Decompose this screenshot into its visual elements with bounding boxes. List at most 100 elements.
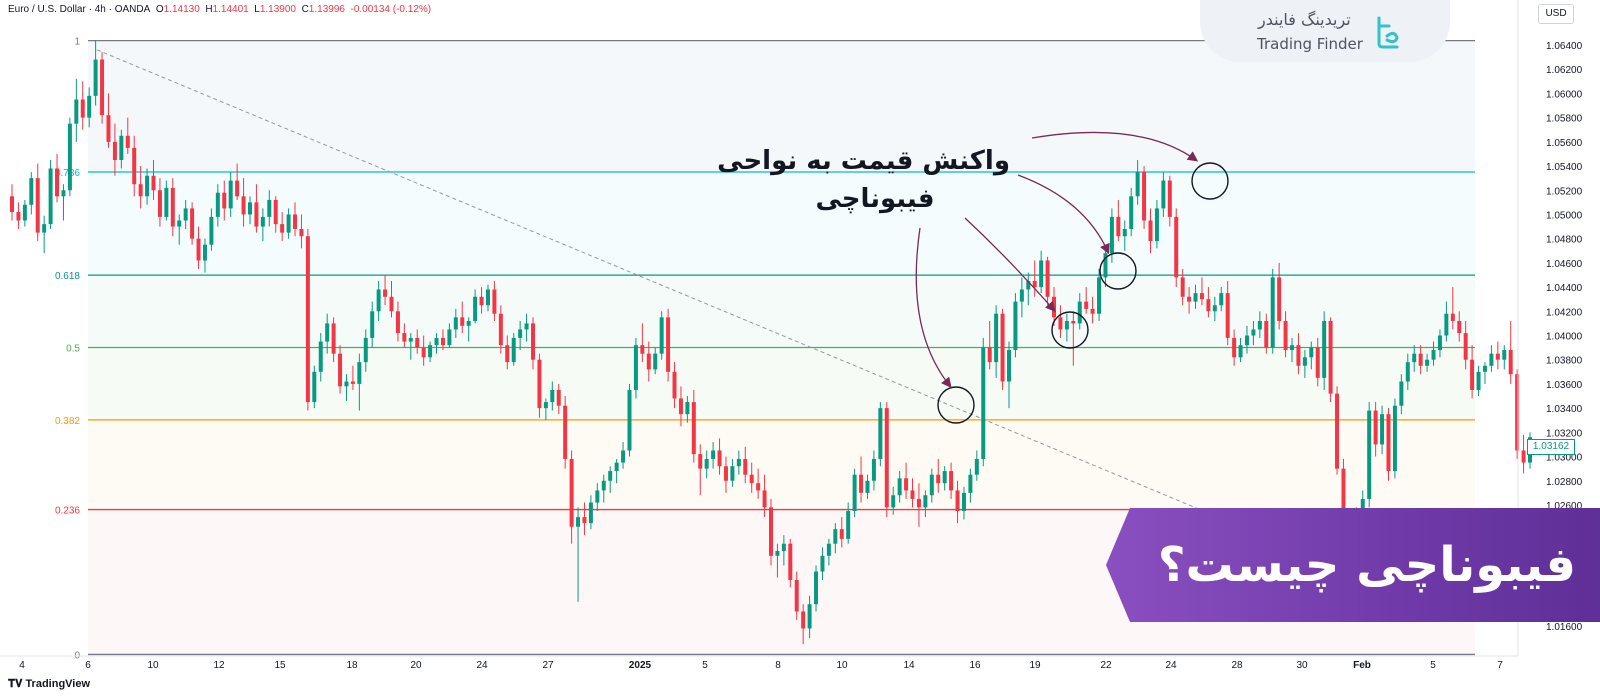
candle-body <box>55 168 60 197</box>
x-tick-label: 15 <box>274 660 286 671</box>
candle-body <box>1315 347 1320 378</box>
candle-body <box>1116 216 1121 237</box>
candle-body <box>646 353 651 370</box>
candle-body <box>1502 350 1507 360</box>
tradingview-logo[interactable]: 𝐓𝐕 TradingView <box>8 678 90 691</box>
candle-body <box>1000 313 1005 382</box>
y-tick-label: 1.03000 <box>1546 453 1583 464</box>
candle-body <box>151 175 156 191</box>
candle-body <box>370 311 375 338</box>
candle-body <box>878 408 883 459</box>
candle-body <box>595 490 600 503</box>
candle-body <box>865 480 870 493</box>
candle-body <box>1296 345 1301 366</box>
fib-level-label: 0.5 <box>66 343 80 354</box>
x-tick-label: 27 <box>542 660 554 671</box>
currency-button[interactable]: USD <box>1538 4 1574 24</box>
candle-body <box>1013 301 1018 351</box>
candle-body <box>563 405 568 459</box>
candle-body <box>788 543 793 581</box>
candle-body <box>769 507 773 556</box>
candle-body <box>267 199 272 217</box>
fib-zone <box>88 419 1475 510</box>
candle-body <box>415 337 420 348</box>
candle-body <box>453 317 458 330</box>
x-tick-label: 20 <box>410 660 422 671</box>
candle-body <box>16 212 21 221</box>
y-tick-label: 1.05200 <box>1546 186 1583 197</box>
candle-body <box>421 347 426 358</box>
candle-body <box>929 474 934 496</box>
candle-body <box>241 196 246 215</box>
candle-body <box>614 462 619 472</box>
candle-body <box>640 345 645 354</box>
candle-body <box>852 474 857 512</box>
candle-body <box>910 490 915 499</box>
candle-body <box>543 402 548 409</box>
candle-body <box>273 199 278 225</box>
candle-body <box>318 341 323 372</box>
candle-body <box>376 289 381 312</box>
candle-body <box>100 59 105 116</box>
brand-name-fa: تریدینگ فایندر <box>1258 10 1351 29</box>
x-tick-label: 8 <box>775 660 781 671</box>
candle-body <box>1405 362 1410 382</box>
candle-body <box>1251 329 1256 336</box>
change-value: -0.00134 (-0.12%) <box>350 4 432 15</box>
candle-body <box>531 323 536 360</box>
candle-body <box>1212 305 1217 312</box>
x-tick-label: 22 <box>1100 660 1112 671</box>
candle-body <box>666 317 671 372</box>
candle-body <box>170 187 175 227</box>
candle-body <box>505 345 510 363</box>
y-tick-label: 1.03600 <box>1546 380 1583 391</box>
candle-body <box>627 389 632 451</box>
reaction-circle <box>937 386 975 424</box>
high-label: H <box>205 4 213 15</box>
open-value: 1.14130 <box>163 4 200 15</box>
candle-body <box>164 187 169 217</box>
candle-body <box>460 317 465 326</box>
candle-body <box>1135 172 1140 197</box>
candle-body <box>1431 350 1436 360</box>
candle-body <box>633 345 638 390</box>
candle-body <box>736 458 741 467</box>
y-tick-label: 1.01600 <box>1546 622 1583 633</box>
candle-body <box>1006 350 1011 382</box>
candle-body <box>479 296 484 306</box>
candle-body <box>871 458 876 481</box>
candle-body <box>916 498 921 508</box>
candle-body <box>524 323 529 330</box>
candle-body <box>814 571 819 605</box>
candle-body <box>1174 216 1179 278</box>
candle-body <box>1283 320 1288 351</box>
candle-body <box>177 220 182 227</box>
candle-body <box>826 543 831 556</box>
low-label: L <box>254 4 260 15</box>
candle-body <box>254 202 259 227</box>
candle-body <box>293 214 298 229</box>
candle-body <box>1103 253 1108 278</box>
fib-level-label: 1 <box>74 37 80 48</box>
x-tick-label: 7 <box>1497 660 1503 671</box>
candle-body <box>61 190 66 197</box>
candle-body <box>846 511 851 539</box>
candle-body <box>48 168 53 225</box>
fib-level-label: 0.786 <box>55 168 80 179</box>
candle-body <box>1335 393 1340 469</box>
candle-body <box>1193 293 1198 302</box>
last-price-tag: 1.03162 <box>1527 439 1575 455</box>
candle-body <box>1521 450 1526 463</box>
low-value: 1.13900 <box>259 4 296 15</box>
candle-body <box>839 529 844 539</box>
candle-body <box>730 466 735 481</box>
candle-body <box>331 323 336 354</box>
x-tick-label: 16 <box>969 660 981 671</box>
candle-body <box>29 178 34 205</box>
candle-body <box>923 495 928 508</box>
candle-body <box>691 402 696 455</box>
candle-body <box>1489 353 1494 366</box>
candle-body <box>228 180 233 209</box>
fib-level-label: 0.618 <box>55 271 80 282</box>
y-tick-label: 1.04400 <box>1546 283 1583 294</box>
